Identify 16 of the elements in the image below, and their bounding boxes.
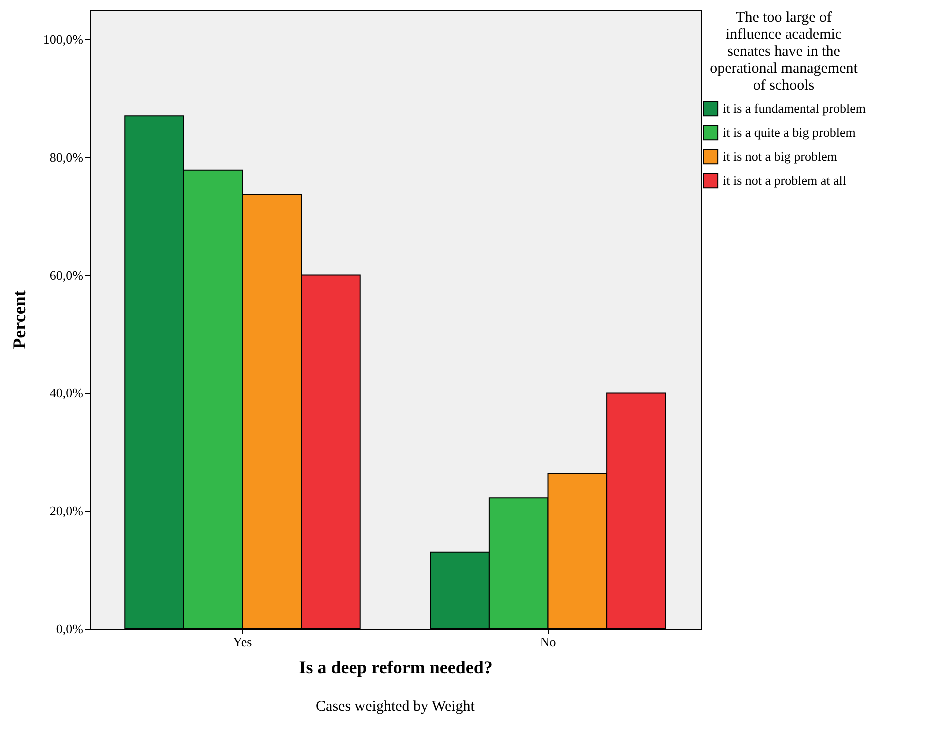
x-tick-label: Yes (233, 634, 252, 650)
y-tick-label: 80,0% (50, 150, 84, 165)
legend-label: it is a fundamental problem (723, 101, 866, 116)
y-tick-label: 20,0% (50, 504, 84, 519)
x-tick-label: No (540, 634, 556, 650)
y-tick-label: 100,0% (43, 32, 84, 47)
y-tick-label: 0,0% (56, 622, 84, 636)
legend-label: it is not a big problem (723, 149, 838, 164)
y-axis-title: Percent (9, 290, 30, 350)
legend-label: it is a quite a big problem (723, 125, 856, 140)
y-tick-label: 40,0% (50, 386, 84, 401)
x-axis-title: Is a deep reform needed? (299, 658, 493, 678)
legend-title: The too large of influence academic senates have in the operational management of schools (710, 10, 859, 94)
y-tick-label: 60,0% (50, 268, 84, 283)
legend-label: it is not a problem at all (723, 173, 847, 188)
text: Cases weighted by Weight (316, 699, 476, 715)
